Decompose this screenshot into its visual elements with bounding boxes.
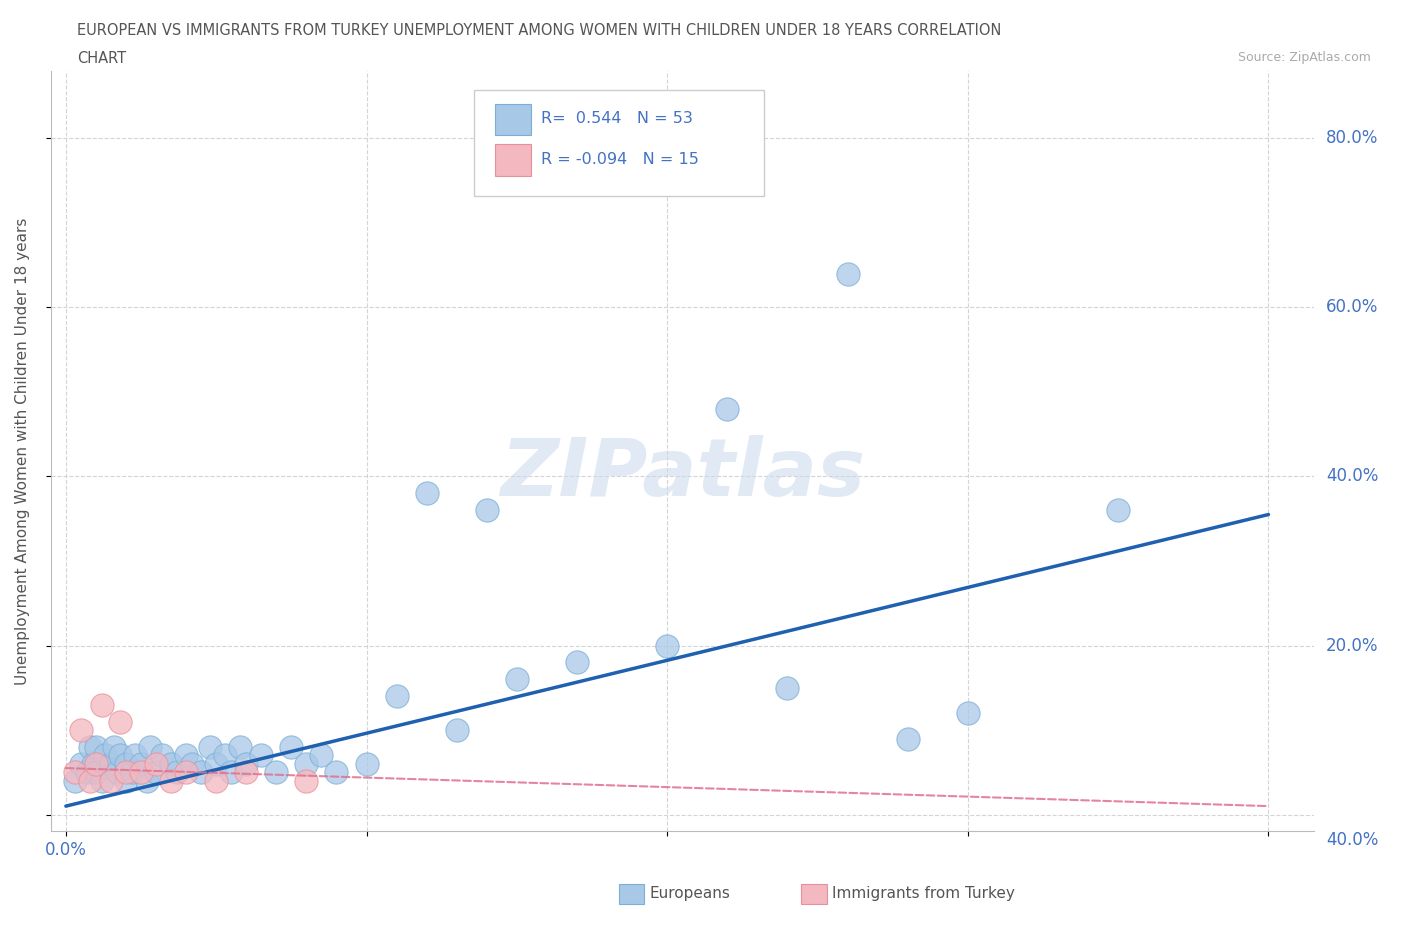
Point	[63, 774, 86, 789]
Point	[174, 764, 197, 779]
Text: EUROPEAN VS IMMIGRANTS FROM TURKEY UNEMPLOYMENT AMONG WOMEN WITH CHILDREN UNDER : EUROPEAN VS IMMIGRANTS FROM TURKEY UNEMP…	[77, 23, 1001, 38]
Text: R = -0.094   N = 15: R = -0.094 N = 15	[541, 152, 699, 166]
Point	[115, 756, 138, 771]
Point	[214, 748, 236, 763]
Point	[198, 739, 221, 754]
Point	[82, 756, 104, 771]
Point	[190, 764, 212, 779]
Point	[84, 739, 107, 754]
Text: 40.0%: 40.0%	[1326, 830, 1378, 849]
Point	[897, 731, 920, 746]
Point	[837, 266, 859, 281]
Text: ZIPatlas: ZIPatlas	[499, 435, 865, 513]
Point	[84, 756, 107, 771]
Bar	[495, 144, 530, 176]
Point	[129, 756, 152, 771]
Point	[205, 756, 228, 771]
Point	[108, 748, 131, 763]
Y-axis label: Unemployment Among Women with Children Under 18 years: Unemployment Among Women with Children U…	[15, 218, 30, 684]
Point	[79, 774, 101, 789]
Point	[91, 698, 114, 712]
Point	[100, 756, 122, 771]
Point	[311, 748, 333, 763]
Point	[84, 764, 107, 779]
Point	[181, 756, 204, 771]
Text: 80.0%: 80.0%	[1326, 129, 1378, 148]
Point	[174, 748, 197, 763]
Point	[121, 764, 143, 779]
Point	[235, 764, 257, 779]
Point	[79, 739, 101, 754]
Point	[657, 638, 679, 653]
Point	[63, 764, 86, 779]
Point	[105, 764, 128, 779]
Point	[70, 723, 93, 737]
Point	[129, 764, 152, 779]
Point	[166, 764, 188, 779]
Text: Source: ZipAtlas.com: Source: ZipAtlas.com	[1237, 51, 1371, 64]
Text: Immigrants from Turkey: Immigrants from Turkey	[832, 886, 1015, 901]
Point	[266, 764, 288, 779]
Text: 40.0%: 40.0%	[1326, 468, 1378, 485]
Point	[776, 681, 799, 696]
Point	[716, 402, 738, 417]
Text: CHART: CHART	[77, 51, 127, 66]
Point	[145, 756, 167, 771]
Point	[94, 748, 117, 763]
FancyBboxPatch shape	[474, 90, 765, 196]
Point	[100, 774, 122, 789]
Point	[160, 756, 183, 771]
Text: 60.0%: 60.0%	[1326, 299, 1378, 316]
Point	[385, 689, 408, 704]
Point	[295, 756, 318, 771]
Point	[565, 655, 588, 670]
Text: Europeans: Europeans	[650, 886, 731, 901]
Point	[280, 739, 302, 754]
Point	[506, 671, 529, 686]
Point	[115, 774, 138, 789]
Point	[205, 774, 228, 789]
Point	[150, 748, 173, 763]
Point	[145, 764, 167, 779]
Point	[415, 486, 437, 501]
Point	[91, 774, 114, 789]
Point	[956, 706, 979, 721]
Point	[160, 774, 183, 789]
Point	[70, 756, 93, 771]
Point	[356, 756, 378, 771]
Point	[446, 723, 468, 737]
Point	[1107, 503, 1129, 518]
Text: R=  0.544   N = 53: R= 0.544 N = 53	[541, 112, 693, 126]
Point	[115, 764, 138, 779]
Point	[124, 748, 146, 763]
Point	[295, 774, 318, 789]
Point	[219, 764, 242, 779]
Bar	[495, 103, 530, 136]
Point	[76, 764, 98, 779]
Point	[108, 714, 131, 729]
Point	[325, 764, 347, 779]
Text: 20.0%: 20.0%	[1326, 636, 1379, 655]
Point	[139, 739, 162, 754]
Point	[229, 739, 252, 754]
Point	[235, 756, 257, 771]
Point	[475, 503, 498, 518]
Point	[103, 739, 125, 754]
Point	[136, 774, 159, 789]
Point	[250, 748, 273, 763]
